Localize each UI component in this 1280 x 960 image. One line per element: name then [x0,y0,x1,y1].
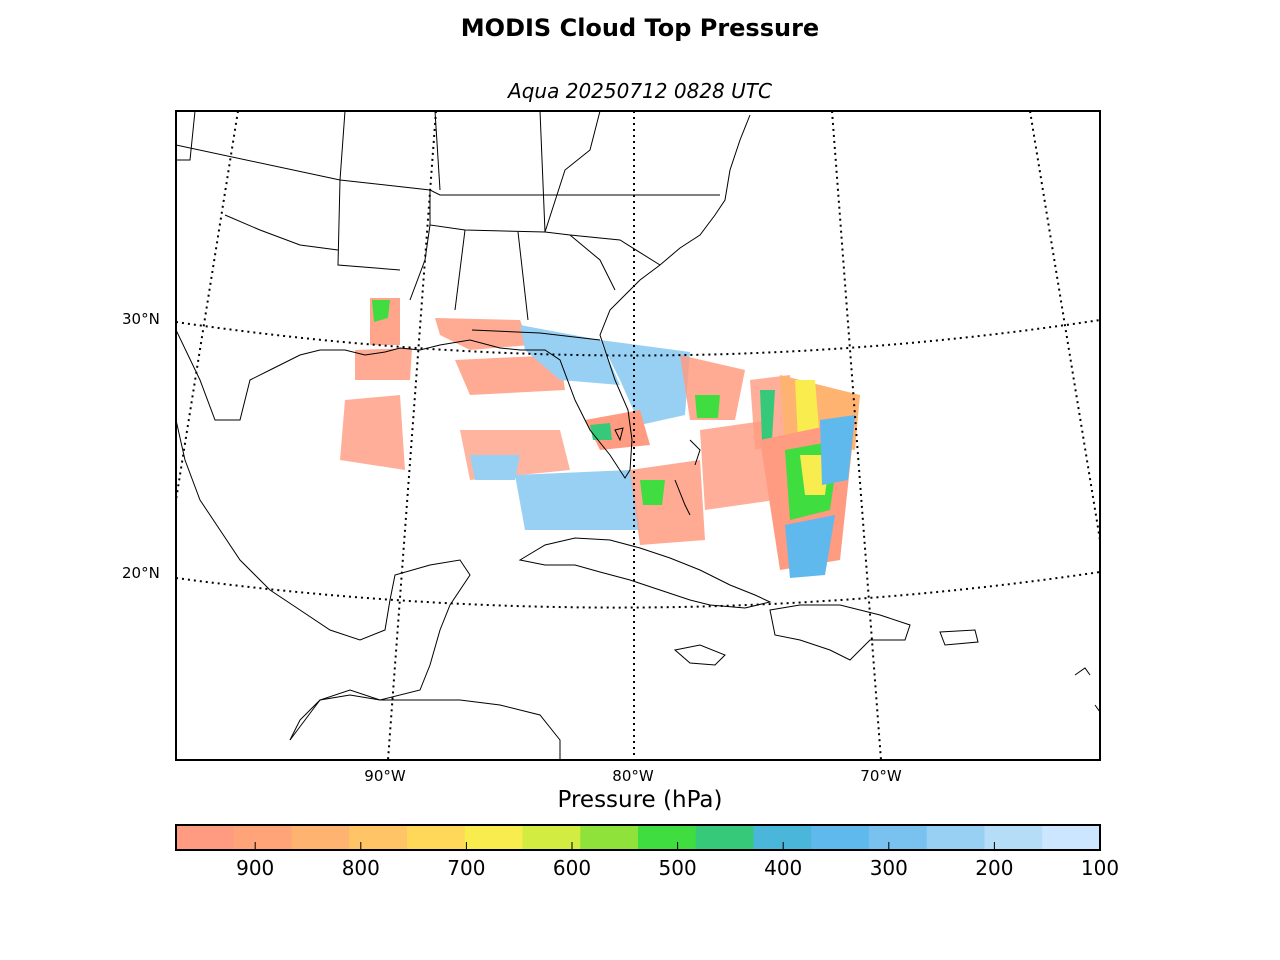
colorbar-segment [349,825,408,850]
colorbar-tick-label: 400 [764,856,803,880]
colorbar-segment [638,825,697,850]
colorbar-segment [176,825,235,850]
colorbar-tick-label: 800 [341,856,380,880]
colorbar-segment [1042,825,1101,850]
colorbar-tick-label: 900 [236,856,275,880]
colorbar-segment [869,825,928,850]
graticule [176,111,1100,760]
colorbar-title: Pressure (hPa) [557,787,723,813]
colorbar-tick-label: 700 [447,856,486,880]
latitude-label-30n: 30°N [122,310,160,328]
colorbar-segment [291,825,350,850]
latitude-label-20n: 20°N [122,564,160,582]
colorbar-tick-label: 500 [658,856,697,880]
coastlines-and-borders [176,111,1100,760]
colorbar-segment [695,825,755,850]
colorbar-segment [464,825,524,850]
colorbar-segment [580,825,639,850]
chart-title: MODIS Cloud Top Pressure [460,14,820,42]
colorbar-segment [811,825,870,850]
colorbar-segment [522,825,581,850]
colorbar-segment [233,825,293,850]
colorbar-frame [175,824,1101,851]
longitude-label-80w: 80°W [612,767,654,785]
colorbar-segment [984,825,1043,850]
chart-subtitle: Aqua 20250712 0828 UTC [508,79,772,103]
colorbar-tick-label: 600 [552,856,592,880]
map-frame [175,110,1101,761]
colorbar-segment [407,825,466,850]
colorbar-segment [926,825,986,850]
longitude-label-70w: 70°W [860,767,902,785]
longitude-label-90w: 90°W [364,767,406,785]
colorbar-tick-label: 100 [1080,856,1120,880]
colorbar-tick-label: 300 [869,856,908,880]
colorbar-tick-label: 200 [975,856,1014,880]
colorbar-segment [753,825,812,850]
